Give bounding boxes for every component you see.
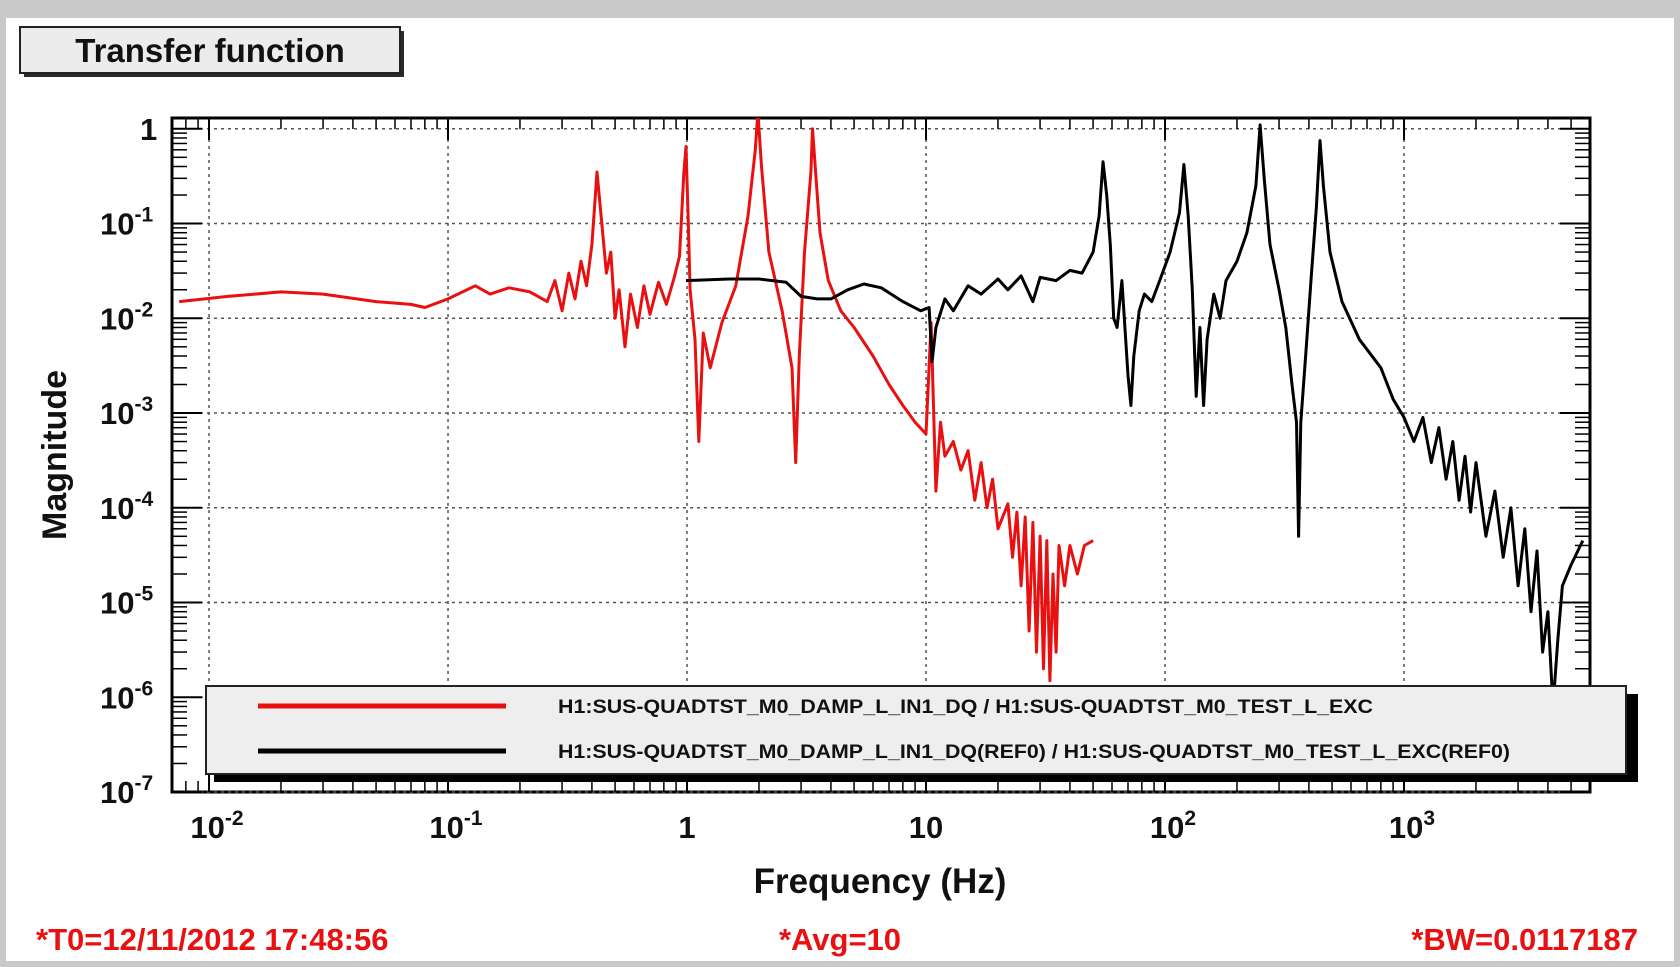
legend-entry-2: H1:SUS-QUADTST_M0_DAMP_L_IN1_DQ(REF0) / …: [558, 742, 1510, 763]
footer-t0: *T0=12/11/2012 17:48:56: [36, 922, 389, 957]
minor-ticks: [171, 118, 1591, 793]
y-tick-label: 10-6: [100, 677, 153, 715]
y-tick-label: 10-5: [100, 583, 153, 621]
x-axis-label: Frequency (Hz): [754, 862, 1007, 901]
y-tick-label: 10-7: [100, 772, 153, 810]
x-tick-label: 10-1: [429, 807, 482, 845]
plot-area: [170, 116, 1592, 794]
x-tick-label: 103: [1389, 807, 1435, 845]
title-box: Transfer function: [19, 26, 404, 77]
series-line-1: [179, 118, 1094, 683]
y-tick-label: 10-2: [100, 298, 153, 336]
y-tick-labels: 1 10-1 10-2 10-3 10-4 10-5 10-6 10-7: [100, 112, 157, 810]
x-tick-labels: 10-2 10-1 1 10 102 103: [190, 807, 1435, 845]
y-axis-label: Magnitude: [36, 370, 74, 540]
y-tick-label: 10-3: [100, 393, 153, 431]
y-tick-label: 10-1: [100, 204, 153, 242]
y-tick-label: 1: [140, 112, 157, 147]
series-line-2: [685, 123, 1585, 708]
x-tick-label: 1: [678, 810, 695, 845]
x-tick-label: 10-2: [190, 807, 243, 845]
y-tick-label: 10-4: [100, 488, 153, 526]
chart-title: Transfer function: [75, 32, 345, 69]
legend-entry-1: H1:SUS-QUADTST_M0_DAMP_L_IN1_DQ / H1:SUS…: [558, 697, 1373, 718]
x-tick-label: 102: [1150, 807, 1196, 845]
series-layer: [179, 118, 1585, 708]
footer-bw: *BW=0.0117187: [1411, 922, 1638, 957]
grid-lines: [172, 118, 1590, 793]
legend: H1:SUS-QUADTST_M0_DAMP_L_IN1_DQ / H1:SUS…: [205, 685, 1638, 782]
x-tick-label: 10: [909, 810, 943, 845]
footer-avg: *Avg=10: [779, 922, 901, 957]
